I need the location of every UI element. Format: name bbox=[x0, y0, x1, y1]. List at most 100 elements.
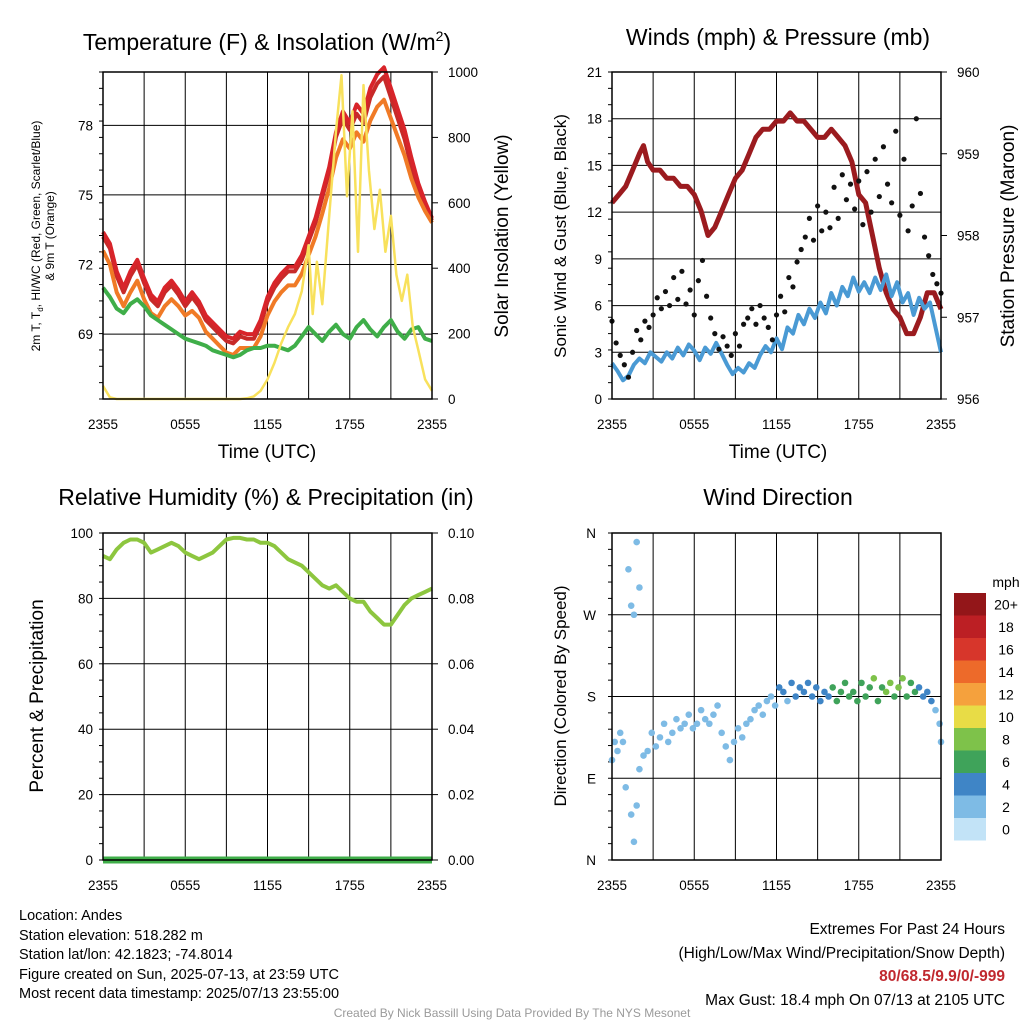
wind-direction-point bbox=[636, 584, 643, 591]
wind-direction-point bbox=[886, 679, 894, 687]
humidity-xtick-label: 0555 bbox=[170, 878, 200, 893]
colorbar-label: 6 bbox=[1002, 754, 1010, 770]
winds-panel: Winds (mph) & Pressure (mb) Time (UTC) S… bbox=[551, 24, 1019, 463]
wind-direction-point bbox=[903, 693, 911, 700]
winds-ytick-label: 9 bbox=[594, 252, 602, 267]
winds-gust-point bbox=[905, 228, 911, 234]
wind-direction-panel-ylabel: Direction (Colored By Speed) bbox=[551, 585, 570, 806]
wind-direction-point bbox=[656, 734, 664, 741]
wind-direction-xtick-label: 1755 bbox=[844, 878, 874, 893]
winds-gust-point bbox=[831, 184, 837, 190]
wind-direction-point bbox=[788, 679, 795, 687]
winds-gust-point bbox=[847, 181, 854, 187]
winds-wind-line bbox=[610, 272, 943, 383]
winds-gust-point bbox=[634, 327, 640, 334]
colorbar-swatch bbox=[954, 795, 986, 818]
temperature-xtick-label: 1155 bbox=[253, 417, 282, 432]
winds-gust-point bbox=[934, 281, 940, 287]
winds-gust-point bbox=[810, 237, 817, 243]
humidity-y2tick-label: 0.02 bbox=[448, 788, 474, 803]
winds-panel-xlabel: Time (UTC) bbox=[729, 442, 828, 463]
winds-gust-point bbox=[745, 315, 751, 321]
winds-gust-point bbox=[679, 268, 685, 274]
winds-gust-point bbox=[753, 321, 759, 327]
humidity-ytick-label: 20 bbox=[78, 788, 93, 803]
colorbar-swatch bbox=[954, 773, 986, 796]
winds-gust-point bbox=[815, 203, 821, 209]
colorbar-label: 16 bbox=[998, 641, 1014, 657]
temperature-panel-y2label: Solar Insolation (Yellow) bbox=[492, 134, 513, 337]
temperature-y2tick-label: 200 bbox=[448, 327, 471, 342]
winds-ytick-label: 3 bbox=[594, 345, 602, 360]
winds-gust-point bbox=[683, 301, 689, 307]
wind-direction-point bbox=[849, 688, 857, 696]
winds-gust-point bbox=[769, 337, 775, 343]
winds-xtick-label: 1755 bbox=[844, 417, 874, 432]
wind-direction-point bbox=[759, 711, 767, 718]
winds-gust-point bbox=[827, 225, 833, 231]
wind-direction-point bbox=[919, 693, 927, 700]
humidity-ytick-label: 0 bbox=[85, 853, 93, 868]
wind-direction-point bbox=[718, 729, 725, 737]
wind-direction-point bbox=[627, 602, 635, 609]
wind-direction-point bbox=[681, 720, 688, 728]
winds-gust-point bbox=[658, 306, 664, 312]
wind-direction-point bbox=[734, 724, 742, 732]
colorbar-swatch bbox=[954, 660, 986, 683]
wind-direction-point bbox=[726, 756, 734, 764]
humidity-grid bbox=[102, 532, 433, 861]
wind-direction-xtick-label: 0555 bbox=[679, 878, 709, 893]
wind-direction-point bbox=[854, 697, 861, 705]
humidity-y2tick-label: 0.08 bbox=[448, 591, 474, 606]
wind-direction-point bbox=[664, 738, 672, 746]
colorbar-swatch bbox=[954, 818, 986, 841]
wind-direction-point bbox=[911, 688, 919, 696]
wind-direction-point bbox=[817, 697, 824, 705]
temperature-xtick-label: 2355 bbox=[88, 417, 118, 432]
winds-y2tick-label: 959 bbox=[957, 147, 980, 162]
wind-direction-point bbox=[619, 738, 627, 746]
wind-direction-point bbox=[660, 720, 668, 728]
wind-direction-ytick-label: N bbox=[586, 853, 596, 868]
colorbar-swatch bbox=[954, 728, 986, 751]
winds-gust-point bbox=[806, 215, 813, 221]
humidity-frame bbox=[102, 532, 433, 861]
humidity-panel: Relative Humidity (%) & Precipitation (i… bbox=[27, 484, 475, 893]
humidity-rh-line bbox=[102, 535, 433, 627]
wind-direction-point bbox=[652, 743, 660, 750]
winds-gust-point bbox=[765, 324, 771, 330]
wind-direction-xtick-label: 1155 bbox=[762, 878, 791, 893]
winds-gust-point bbox=[720, 334, 726, 340]
wind-direction-point bbox=[870, 675, 878, 682]
wind-direction-xtick-label: 2355 bbox=[926, 878, 956, 893]
winds-gust-point bbox=[901, 156, 907, 162]
wind-direction-point bbox=[907, 679, 915, 687]
wind-direction-point bbox=[771, 702, 779, 709]
wind-direction-point bbox=[821, 688, 828, 696]
wind-direction-ytick-label: W bbox=[583, 608, 596, 623]
winds-gust-point bbox=[893, 128, 899, 134]
station-location: Location: Andes bbox=[19, 908, 123, 924]
winds-ytick-label: 21 bbox=[587, 65, 602, 80]
wind-direction-point bbox=[693, 720, 701, 728]
winds-gust-point bbox=[843, 197, 850, 203]
wind-direction-point bbox=[895, 684, 902, 691]
wind-direction-point bbox=[837, 688, 845, 696]
colorbar-label: 18 bbox=[998, 619, 1014, 635]
winds-gust-point bbox=[868, 209, 874, 215]
humidity-y2tick-label: 0.10 bbox=[448, 526, 474, 541]
winds-gust-point bbox=[617, 352, 623, 358]
wind-direction-point bbox=[882, 688, 890, 696]
winds-gust-point bbox=[675, 296, 681, 302]
wind-direction-point bbox=[730, 738, 738, 746]
wind-direction-point bbox=[767, 693, 775, 700]
wind-direction-point bbox=[743, 720, 750, 728]
winds-xtick-label: 1155 bbox=[762, 417, 791, 432]
winds-ytick-label: 0 bbox=[594, 392, 602, 407]
station-elevation: Station elevation: 518.282 m bbox=[19, 927, 203, 944]
winds-gust-point bbox=[699, 257, 706, 264]
wind-direction-point bbox=[775, 684, 783, 691]
wind-direction-point bbox=[845, 693, 853, 700]
wind-direction-point bbox=[644, 747, 651, 755]
